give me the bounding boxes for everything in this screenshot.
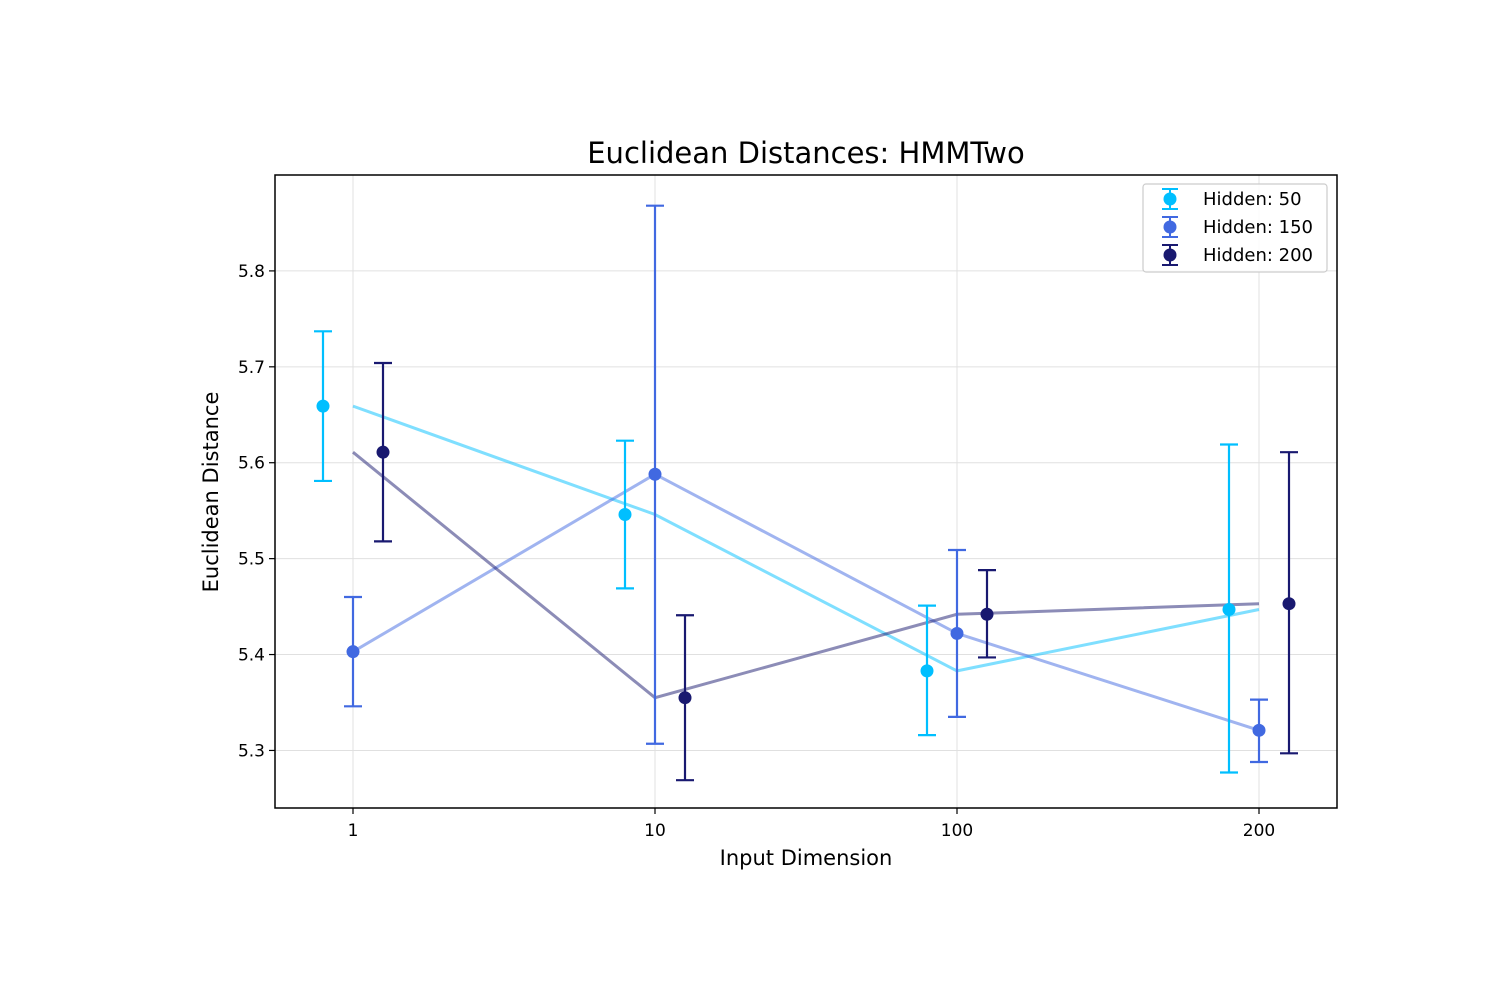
legend: Hidden: 50 Hidden: 150 Hidden: 200 — [1142, 183, 1328, 273]
data-point — [1282, 597, 1296, 611]
series-line-3 — [352, 451, 1260, 700]
data-point — [346, 645, 360, 659]
x-tick-label: 1 — [348, 821, 359, 841]
data-point — [980, 607, 994, 621]
chart-title: Euclidean Distances: HMMTwo — [587, 136, 1025, 170]
data-point — [950, 626, 964, 640]
y-tick-label: 5.7 — [238, 358, 265, 378]
series-layer — [314, 204, 1298, 782]
data-point — [648, 467, 662, 481]
x-axis-label: Input Dimension — [720, 846, 893, 870]
y-axis: 5.3 5.4 5.5 5.6 5.7 5.8 — [238, 262, 275, 761]
series-line-1 — [352, 404, 1260, 673]
plot-area-frame — [274, 174, 1338, 809]
y-tick-label: 5.6 — [238, 454, 265, 474]
legend-box — [1142, 183, 1328, 273]
y-tick-label: 5.5 — [238, 550, 265, 570]
data-point — [376, 445, 390, 459]
series-line-2 — [352, 472, 1260, 732]
data-point — [1222, 602, 1236, 616]
x-axis: 1 10 100 200 — [348, 808, 1275, 841]
data-point — [920, 664, 934, 678]
data-point — [316, 399, 330, 413]
data-point — [1252, 723, 1266, 737]
legend-marker — [1163, 192, 1177, 206]
data-point — [618, 508, 632, 522]
x-tick-label: 10 — [644, 821, 666, 841]
y-tick-label: 5.3 — [238, 741, 265, 761]
legend-marker — [1163, 220, 1177, 234]
legend-marker — [1163, 248, 1177, 262]
legend-label: Hidden: 50 — [1203, 189, 1302, 210]
y-tick-label: 5.4 — [238, 646, 265, 666]
y-tick-label: 5.8 — [238, 262, 265, 282]
y-axis-label: Euclidean Distance — [199, 392, 223, 593]
data-point — [678, 691, 692, 705]
x-tick-label: 100 — [941, 821, 973, 841]
legend-label: Hidden: 200 — [1203, 245, 1313, 266]
x-tick-label: 200 — [1243, 821, 1275, 841]
legend-label: Hidden: 150 — [1203, 217, 1313, 238]
